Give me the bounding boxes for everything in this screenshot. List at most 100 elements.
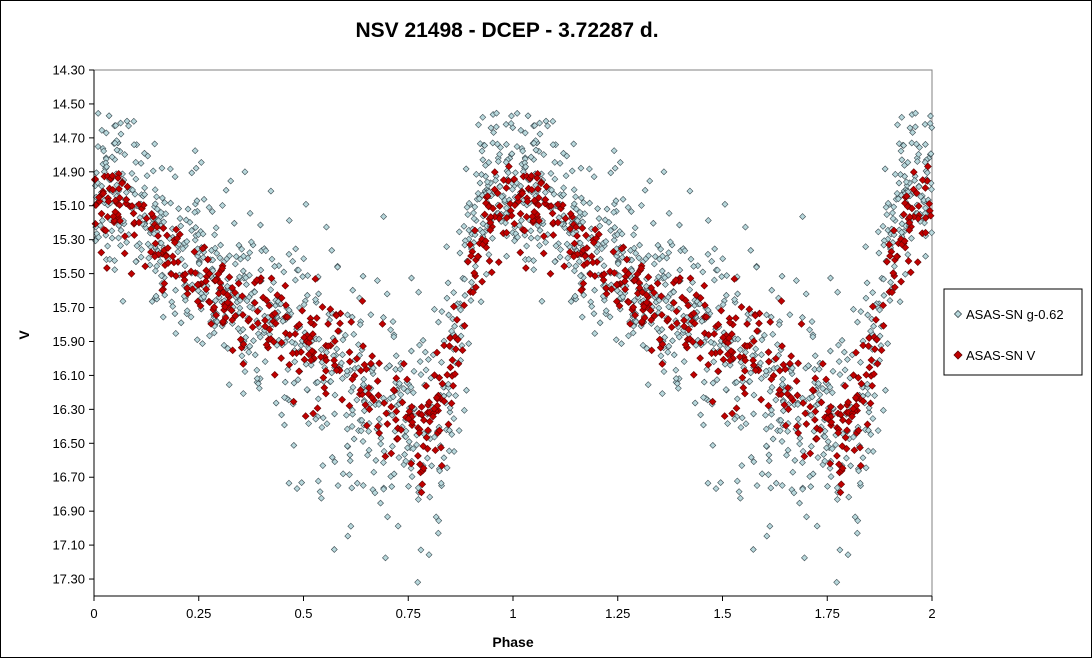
data-point: [334, 482, 342, 489]
data-point: [602, 284, 610, 292]
data-point: [857, 358, 864, 366]
data-point: [338, 395, 346, 404]
data-point: [347, 318, 356, 326]
data-point: [128, 169, 136, 177]
data-point: [271, 262, 279, 270]
data-point: [383, 420, 392, 428]
data-point: [898, 156, 906, 164]
data-point: [227, 306, 236, 315]
data-point: [314, 395, 322, 403]
data-point: [336, 319, 344, 328]
data-point: [783, 390, 792, 398]
data-point: [646, 306, 655, 315]
data-point: [859, 454, 867, 462]
data-point: [833, 578, 841, 586]
data-point: [811, 407, 820, 416]
data-point: [900, 142, 908, 149]
data-point: [478, 147, 486, 155]
data-point: [762, 442, 770, 450]
data-point: [723, 272, 731, 279]
data-point: [826, 347, 834, 355]
data-point: [509, 185, 516, 193]
data-point: [426, 493, 434, 501]
data-point: [504, 169, 512, 177]
data-point: [478, 171, 485, 178]
data-point: [879, 222, 887, 230]
data-point: [336, 309, 345, 318]
data-point: [239, 340, 248, 349]
data-point: [272, 399, 280, 407]
data-point: [454, 335, 462, 344]
data-point: [334, 263, 341, 271]
data-point: [874, 228, 882, 236]
data-point: [886, 297, 894, 304]
data-point: [535, 217, 543, 225]
data-point: [417, 371, 425, 378]
y-tick-label: 16.90: [52, 504, 85, 519]
data-point: [865, 426, 872, 434]
data-point: [766, 318, 775, 326]
data-point: [163, 231, 171, 240]
data-point: [902, 192, 911, 201]
data-point: [796, 499, 803, 507]
data-point: [247, 238, 255, 246]
data-point: [898, 220, 906, 228]
data-point: [166, 165, 174, 173]
data-point: [915, 183, 923, 191]
data-point: [782, 421, 790, 430]
data-point: [417, 546, 425, 554]
data-point: [921, 140, 929, 148]
data-point: [516, 248, 525, 257]
data-point: [890, 226, 898, 235]
data-point: [868, 381, 876, 390]
legend-marker-1: [953, 350, 963, 360]
data-point: [863, 380, 871, 388]
data-point: [450, 415, 458, 423]
data-point: [921, 158, 929, 166]
data-point: [835, 341, 842, 349]
data-point: [494, 258, 503, 266]
data-point: [141, 149, 148, 157]
data-point: [626, 320, 634, 328]
data-point: [415, 429, 424, 437]
data-point: [843, 454, 850, 462]
data-point: [176, 215, 184, 222]
data-point: [768, 406, 775, 414]
data-point: [110, 216, 119, 225]
data-point: [534, 222, 542, 230]
data-point: [778, 437, 786, 445]
data-point: [709, 441, 717, 449]
data-point: [925, 199, 934, 208]
x-tick-label: 1: [509, 606, 516, 621]
data-point: [594, 205, 602, 213]
data-point: [113, 146, 121, 154]
data-point: [586, 270, 595, 278]
data-point: [212, 297, 219, 304]
data-point: [248, 323, 257, 331]
data-point: [413, 441, 421, 449]
data-point: [576, 239, 584, 247]
data-point: [132, 175, 140, 183]
data-point: [913, 158, 921, 165]
data-point: [523, 242, 531, 250]
data-point: [854, 318, 861, 326]
data-point: [654, 241, 662, 249]
data-point: [666, 238, 674, 246]
data-point: [527, 153, 535, 161]
data-point: [359, 437, 367, 445]
data-point: [153, 223, 161, 231]
data-point: [606, 313, 614, 321]
data-point: [572, 205, 580, 213]
data-point: [115, 222, 123, 230]
data-point: [318, 424, 326, 431]
data-point: [829, 367, 837, 375]
data-point: [816, 426, 824, 434]
data-point: [591, 286, 599, 294]
data-point: [751, 366, 760, 375]
data-point: [425, 356, 432, 363]
data-point: [909, 129, 917, 136]
data-point: [454, 359, 463, 368]
data-point: [904, 257, 913, 265]
data-point: [530, 139, 538, 147]
data-point: [610, 236, 618, 244]
